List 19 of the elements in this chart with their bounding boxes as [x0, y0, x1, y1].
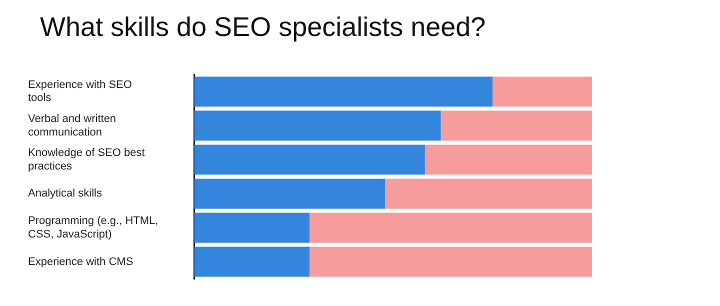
- bar: [194, 178, 386, 209]
- bar: [194, 76, 493, 107]
- y-tick-label: Experience with SEO tools: [28, 79, 132, 104]
- chart-title: What skills do SEO specialists need?: [39, 11, 487, 44]
- bar: [194, 110, 441, 141]
- bar: [194, 246, 310, 277]
- bar: [194, 212, 310, 243]
- bar: [310, 212, 592, 243]
- bar: [310, 246, 592, 277]
- bar: [492, 76, 592, 107]
- bar: [424, 144, 592, 175]
- y-tick-label: Verbal and written communication: [28, 113, 116, 138]
- bar: [440, 110, 592, 141]
- bar: [385, 178, 592, 209]
- y-tick-label: Knowledge of SEO best practices: [28, 147, 145, 172]
- y-tick-label: Programming (e.g., HTML, CSS, JavaScript): [28, 215, 158, 240]
- bar: [194, 144, 425, 175]
- y-tick-label: Analytical skills: [28, 188, 102, 200]
- y-tick-label: Experience with CMS: [28, 256, 134, 268]
